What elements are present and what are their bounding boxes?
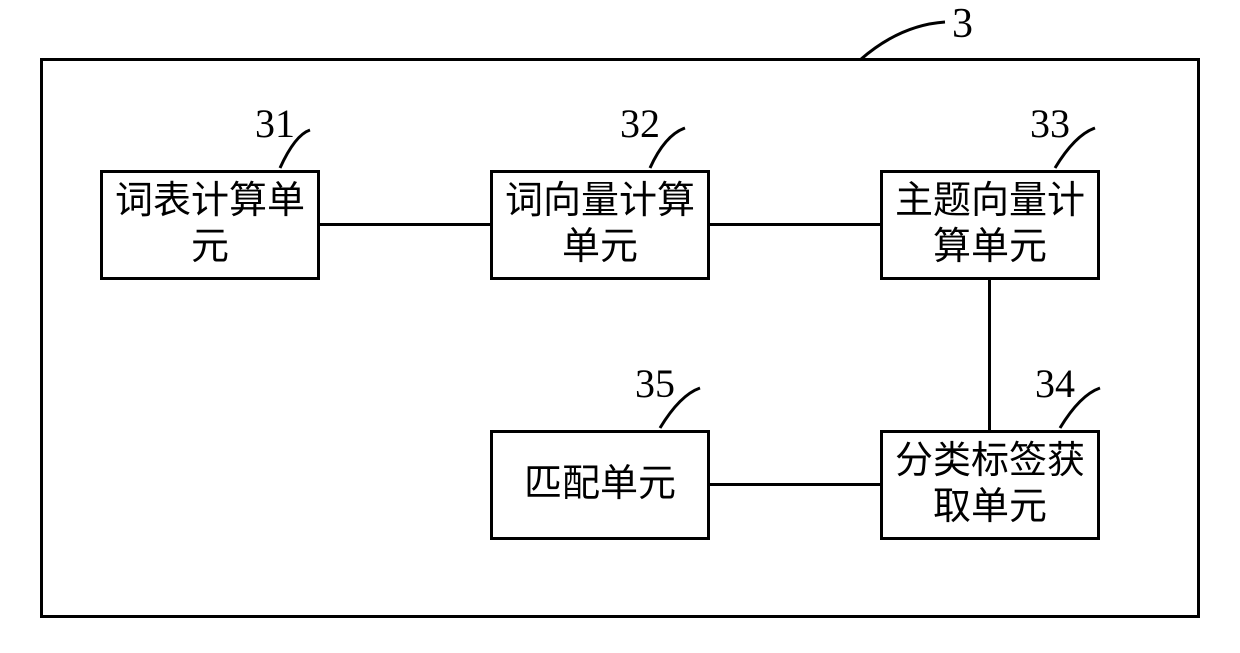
label-31: 31 <box>255 100 295 147</box>
label-34: 34 <box>1035 360 1075 407</box>
node-31-text: 词表计算单元 <box>103 179 317 270</box>
node-35: 匹配单元 <box>490 430 710 540</box>
node-33: 主题向量计算单元 <box>880 170 1100 280</box>
node-34-text: 分类标签获取单元 <box>883 439 1097 530</box>
node-35-text: 匹配单元 <box>524 462 676 508</box>
edge-33-34 <box>988 280 991 430</box>
node-34: 分类标签获取单元 <box>880 430 1100 540</box>
label-35: 35 <box>635 360 675 407</box>
container-leader-path <box>860 22 945 60</box>
label-32: 32 <box>620 100 660 147</box>
edge-32-33 <box>710 223 880 226</box>
edge-34-35 <box>710 483 880 486</box>
edge-31-32 <box>320 223 490 226</box>
node-32-text: 词向量计算单元 <box>493 179 707 270</box>
node-33-text: 主题向量计算单元 <box>883 179 1097 270</box>
label-33: 33 <box>1030 100 1070 147</box>
node-31: 词表计算单元 <box>100 170 320 280</box>
node-32: 词向量计算单元 <box>490 170 710 280</box>
container-label: 3 <box>952 0 973 48</box>
